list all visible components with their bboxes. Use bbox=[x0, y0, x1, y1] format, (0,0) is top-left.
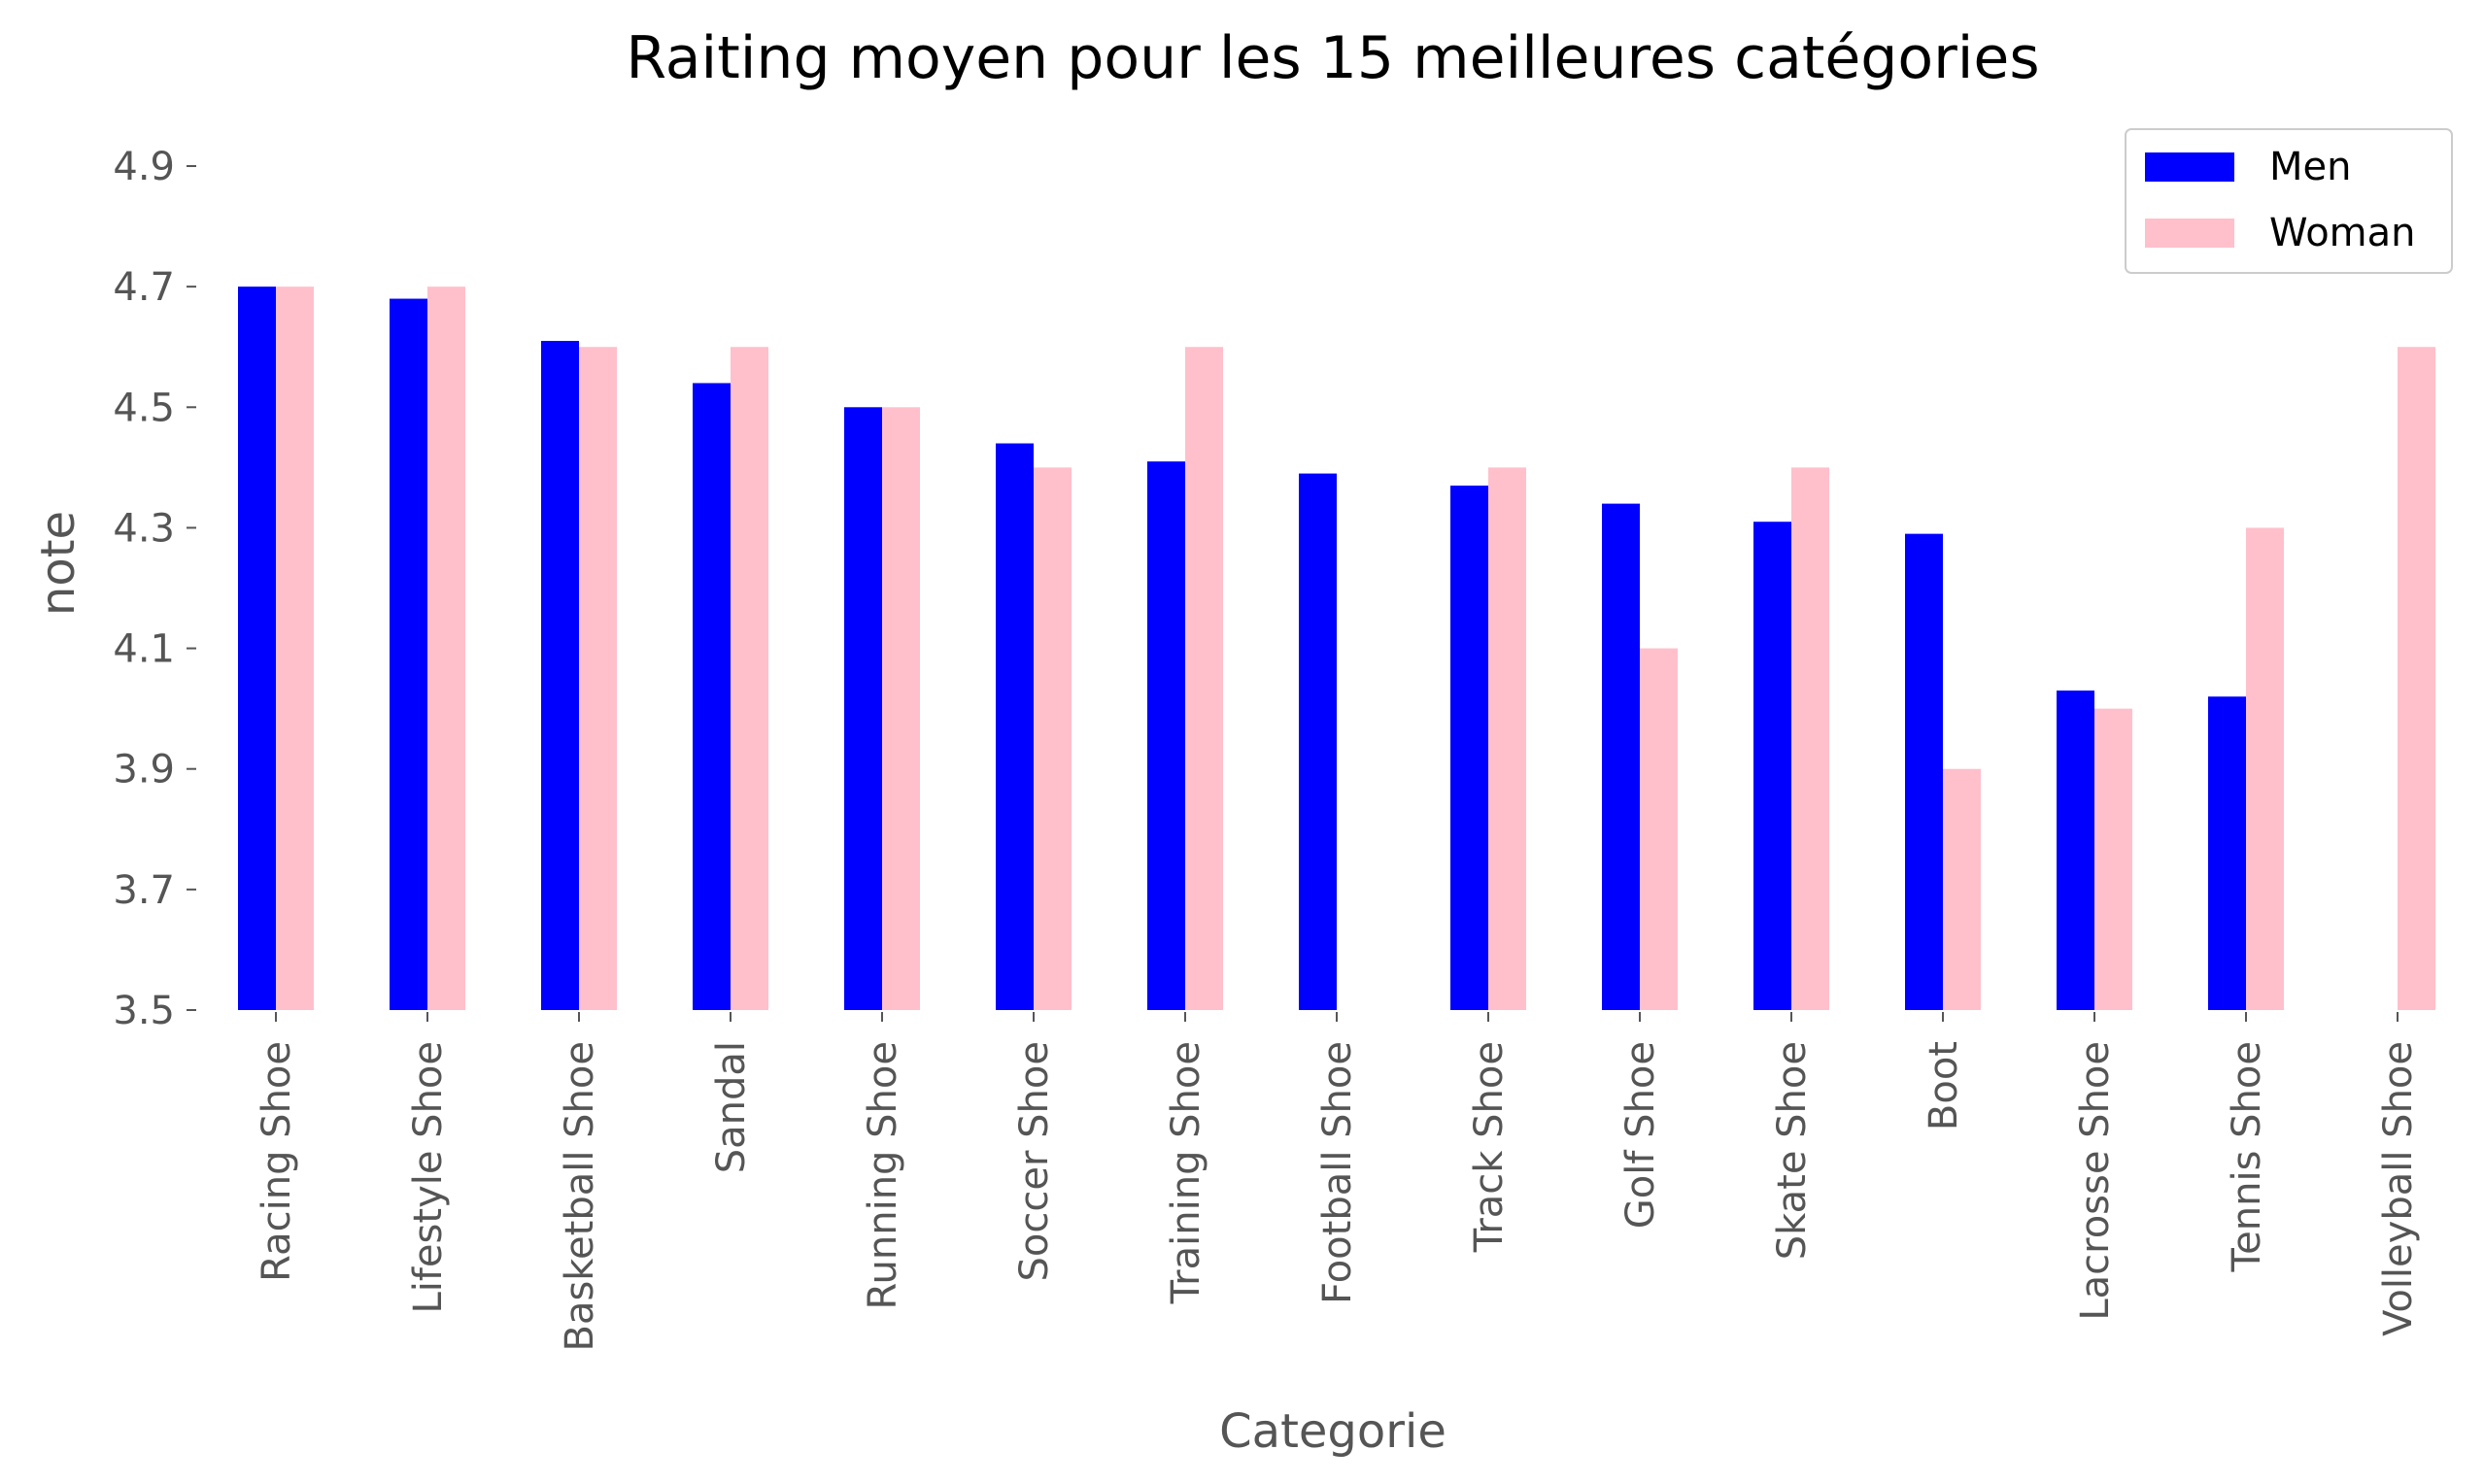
bar-men bbox=[1147, 461, 1185, 1010]
legend: Men Woman bbox=[2125, 128, 2453, 274]
legend-label-woman: Woman bbox=[2269, 211, 2416, 255]
x-tick-label: Lacrosse Shoe bbox=[2073, 1041, 2118, 1321]
y-tick-label: 3.9 bbox=[113, 748, 175, 793]
y-axis-title: note bbox=[31, 511, 85, 616]
y-tick-label: 4.9 bbox=[113, 145, 175, 189]
x-tick-label: Soccer Shoe bbox=[1012, 1041, 1057, 1281]
y-tick-label: 3.5 bbox=[113, 989, 175, 1033]
bar-woman bbox=[1034, 467, 1072, 1010]
x-tick-label: Sandal bbox=[709, 1041, 754, 1173]
x-tick-label: Football Shoe bbox=[1315, 1041, 1360, 1304]
bar-men bbox=[1905, 533, 1943, 1010]
bar-woman bbox=[731, 347, 768, 1010]
legend-swatch-men bbox=[2145, 152, 2234, 182]
x-tick-label: Boot bbox=[1922, 1041, 1966, 1130]
x-tick-label: Racing Shoe bbox=[255, 1041, 299, 1282]
bars-group bbox=[238, 287, 2435, 1011]
legend-label-men: Men bbox=[2269, 145, 2351, 189]
bar-woman bbox=[1943, 768, 1981, 1010]
bar-men bbox=[541, 341, 579, 1010]
bar-men bbox=[996, 443, 1034, 1010]
bar-men bbox=[1299, 473, 1337, 1010]
x-tick-label: Lifestyle Shoe bbox=[406, 1041, 451, 1314]
bar-woman bbox=[2398, 347, 2435, 1010]
bar-woman bbox=[2094, 708, 2132, 1010]
y-tick-label: 4.5 bbox=[113, 386, 175, 430]
legend-swatch-woman bbox=[2145, 219, 2234, 248]
bar-woman bbox=[1185, 347, 1223, 1010]
x-axis: Racing Shoe Lifestyle Shoe Basketball Shoe… bbox=[255, 1012, 2421, 1352]
bar-woman bbox=[276, 287, 314, 1011]
bar-men bbox=[390, 298, 427, 1010]
x-tick-label: Tennis Shoe bbox=[2225, 1041, 2269, 1272]
bar-woman bbox=[427, 287, 465, 1011]
x-tick-label: Golf Shoe bbox=[1618, 1041, 1663, 1229]
bar-men bbox=[2057, 691, 2094, 1010]
y-tick-label: 4.3 bbox=[113, 506, 175, 551]
bar-woman bbox=[1488, 467, 1526, 1010]
x-tick-label: Track Shoe bbox=[1467, 1041, 1512, 1253]
chart-title: Raiting moyen pour les 15 meilleures cat… bbox=[626, 24, 2039, 92]
bar-woman bbox=[1640, 648, 1678, 1010]
x-tick-label: Skate Shoe bbox=[1770, 1041, 1815, 1260]
bar-men bbox=[693, 383, 731, 1010]
x-tick-label: Volleyball Shoe bbox=[2376, 1041, 2421, 1336]
x-tick-label: Basketball Shoe bbox=[558, 1041, 602, 1352]
y-tick-label: 4.7 bbox=[113, 265, 175, 310]
bar-men bbox=[844, 407, 882, 1010]
bar-woman bbox=[1791, 467, 1829, 1010]
bar-men bbox=[2208, 696, 2246, 1010]
y-axis: 3.5 3.7 3.9 4.1 4.3 4.5 4.7 4.9 bbox=[113, 145, 196, 1033]
y-tick-label: 3.7 bbox=[113, 868, 175, 913]
bar-men bbox=[238, 287, 276, 1011]
bar-men bbox=[1602, 503, 1640, 1010]
bar-men bbox=[1450, 485, 1488, 1010]
x-tick-label: Training Shoe bbox=[1164, 1041, 1208, 1304]
bar-woman bbox=[882, 407, 920, 1010]
bar-woman bbox=[579, 347, 617, 1010]
x-tick-label: Running Shoe bbox=[861, 1041, 905, 1309]
y-tick-label: 4.1 bbox=[113, 627, 175, 672]
x-axis-title: Categorie bbox=[1219, 1404, 1446, 1459]
bar-men bbox=[1753, 522, 1791, 1010]
bar-woman bbox=[2246, 527, 2284, 1010]
